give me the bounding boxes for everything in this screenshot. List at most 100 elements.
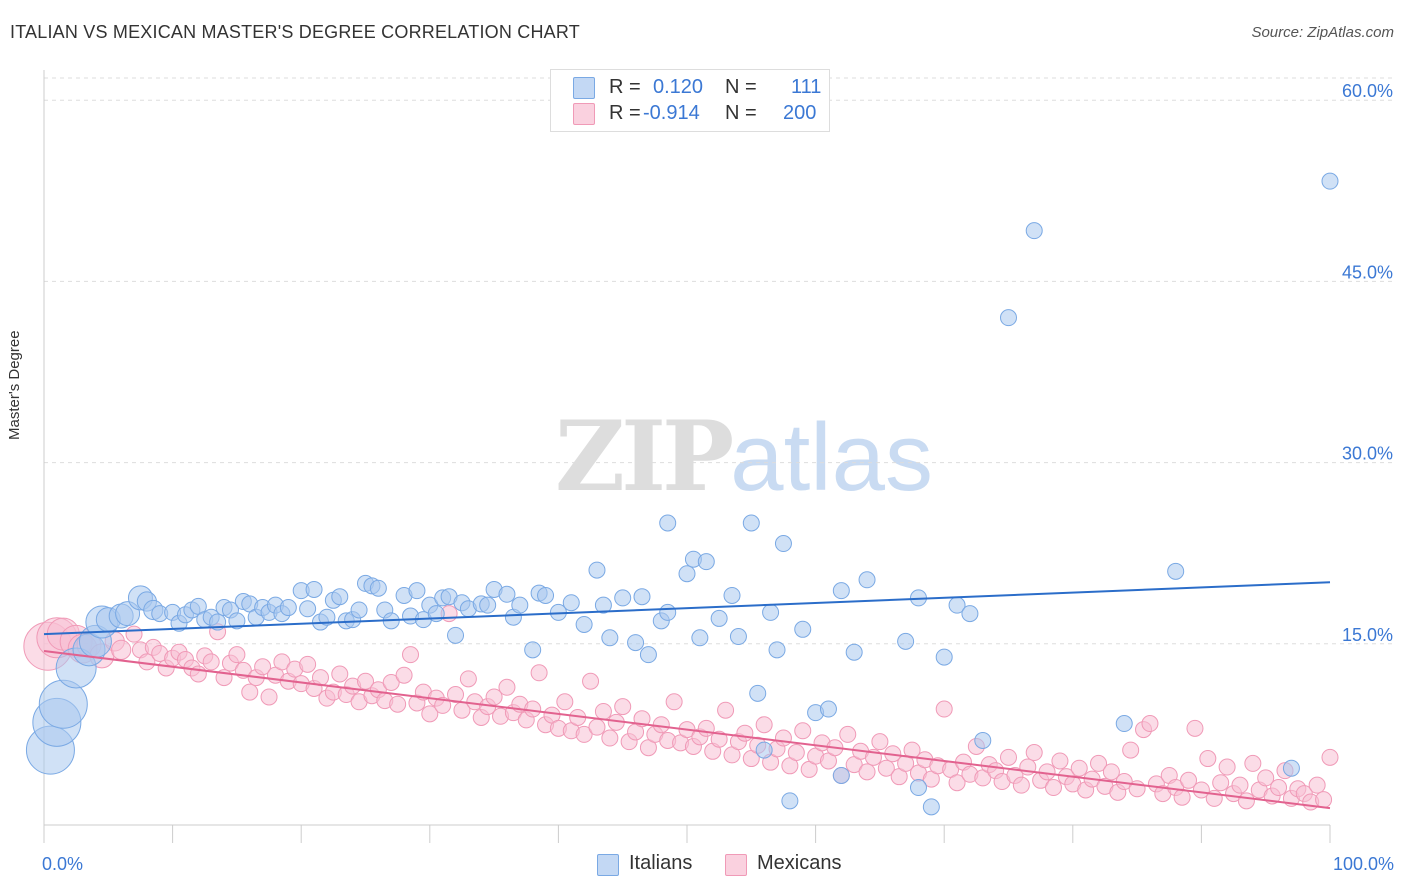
italians-point bbox=[594, 596, 612, 614]
mexicans-point bbox=[697, 719, 715, 737]
mexicans-point bbox=[459, 670, 477, 688]
mexicans-point bbox=[601, 729, 619, 747]
mexicans-point bbox=[710, 730, 728, 748]
legend-n-value: 200 bbox=[783, 102, 817, 124]
italians-point bbox=[511, 596, 529, 614]
mexicans-point bbox=[485, 688, 503, 706]
mexicans-point bbox=[1051, 752, 1069, 770]
mexicans-point bbox=[1045, 779, 1063, 797]
italians-point bbox=[935, 648, 953, 666]
mexicans-point bbox=[1244, 754, 1262, 772]
italians-point bbox=[691, 629, 709, 647]
mexicans-point bbox=[1070, 759, 1088, 777]
mexicans-point bbox=[1212, 774, 1230, 792]
italians-point bbox=[723, 586, 741, 604]
mexicans-point bbox=[273, 653, 291, 671]
mexicans-point bbox=[1237, 792, 1255, 810]
legend-n-value: 111 bbox=[791, 76, 822, 98]
mexicans-point bbox=[871, 733, 889, 751]
italians-point bbox=[1000, 309, 1017, 327]
source-label: Source: ZipAtlas.com bbox=[1251, 24, 1394, 41]
mexicans-point bbox=[948, 774, 966, 792]
mexicans-point bbox=[774, 729, 792, 747]
mexicans-point bbox=[1321, 748, 1339, 766]
mexicans-point bbox=[665, 693, 683, 711]
italians-point bbox=[601, 629, 619, 647]
italians-point bbox=[318, 608, 336, 626]
italians-point bbox=[575, 615, 593, 633]
mexicans-point bbox=[1186, 719, 1204, 737]
mexicans-point bbox=[228, 646, 246, 664]
italians-point bbox=[774, 535, 792, 553]
mexicans-point bbox=[1270, 779, 1288, 797]
mexicans-point bbox=[1025, 744, 1043, 762]
mexicans-point bbox=[794, 722, 812, 740]
italians-point bbox=[749, 684, 767, 702]
legend-r-label: R = bbox=[609, 102, 641, 124]
mexicans-point bbox=[935, 700, 953, 718]
mexicans-point bbox=[402, 646, 420, 664]
mexicans-point bbox=[614, 698, 632, 716]
mexicans-point bbox=[1012, 776, 1030, 794]
italians-point bbox=[305, 580, 323, 598]
mexicans-point bbox=[1231, 776, 1249, 794]
legend-r-value: 0.120 bbox=[653, 76, 704, 98]
italians-point bbox=[755, 741, 773, 759]
mexicans-point bbox=[382, 673, 400, 691]
italians-point bbox=[299, 600, 317, 618]
mexicans-point bbox=[717, 701, 735, 719]
mexicans-point bbox=[530, 664, 548, 682]
mexicans-point bbox=[1000, 748, 1017, 766]
mexicans-trend-line bbox=[43, 650, 1331, 810]
italians-point bbox=[781, 792, 799, 810]
mexicans-point bbox=[1218, 758, 1236, 776]
italians-point bbox=[768, 641, 786, 659]
italians-point bbox=[562, 594, 580, 612]
italians-point bbox=[832, 582, 850, 600]
x-tick-label: 100.0% bbox=[1333, 854, 1394, 874]
legend-label-mexicans: Mexicans bbox=[757, 852, 842, 874]
legend-label-italians: Italians bbox=[629, 852, 693, 874]
italians-point bbox=[1115, 715, 1133, 733]
italians-point bbox=[228, 612, 246, 630]
mexicans-point bbox=[877, 759, 895, 777]
italians-point bbox=[524, 641, 542, 659]
mexicans-point bbox=[434, 696, 452, 714]
legend-n-label: N = bbox=[725, 76, 757, 98]
mexicans-point bbox=[1199, 750, 1217, 768]
legend-swatch-mexicans bbox=[573, 103, 595, 125]
italians-point bbox=[762, 603, 780, 621]
italians-point bbox=[858, 571, 876, 589]
italians-point bbox=[408, 582, 426, 600]
mexicans-point bbox=[588, 718, 606, 736]
italians-point bbox=[819, 700, 837, 718]
chart-title: ITALIAN VS MEXICAN MASTER'S DEGREE CORRE… bbox=[10, 22, 580, 42]
mexicans-point bbox=[1257, 769, 1275, 787]
mexicans-point bbox=[839, 725, 857, 743]
italians-point bbox=[832, 766, 850, 784]
legend-swatch-italians bbox=[573, 77, 595, 99]
x-tick-label: 0.0% bbox=[42, 854, 83, 874]
italians-point bbox=[627, 634, 645, 652]
mexicans-point bbox=[1308, 776, 1326, 794]
italians-point bbox=[1321, 172, 1339, 190]
mexicans-point bbox=[903, 741, 921, 759]
italians-point bbox=[479, 596, 497, 614]
y-tick-label: 15.0% bbox=[1342, 625, 1393, 645]
italians-point bbox=[659, 603, 677, 621]
mexicans-point bbox=[498, 678, 516, 696]
mexicans-point bbox=[125, 625, 143, 643]
italians-point bbox=[897, 632, 915, 650]
mexicans-point bbox=[1122, 741, 1140, 759]
mexicans-point bbox=[1180, 771, 1198, 789]
italians-point bbox=[845, 643, 863, 661]
legend-r-label: R = bbox=[609, 76, 641, 98]
italians-point bbox=[639, 646, 657, 664]
y-tick-label: 30.0% bbox=[1342, 444, 1393, 464]
italians-point bbox=[974, 731, 992, 749]
mexicans-point bbox=[395, 666, 413, 684]
italians-point bbox=[614, 589, 632, 607]
italians-point bbox=[331, 588, 349, 606]
italians-point bbox=[1167, 562, 1185, 580]
